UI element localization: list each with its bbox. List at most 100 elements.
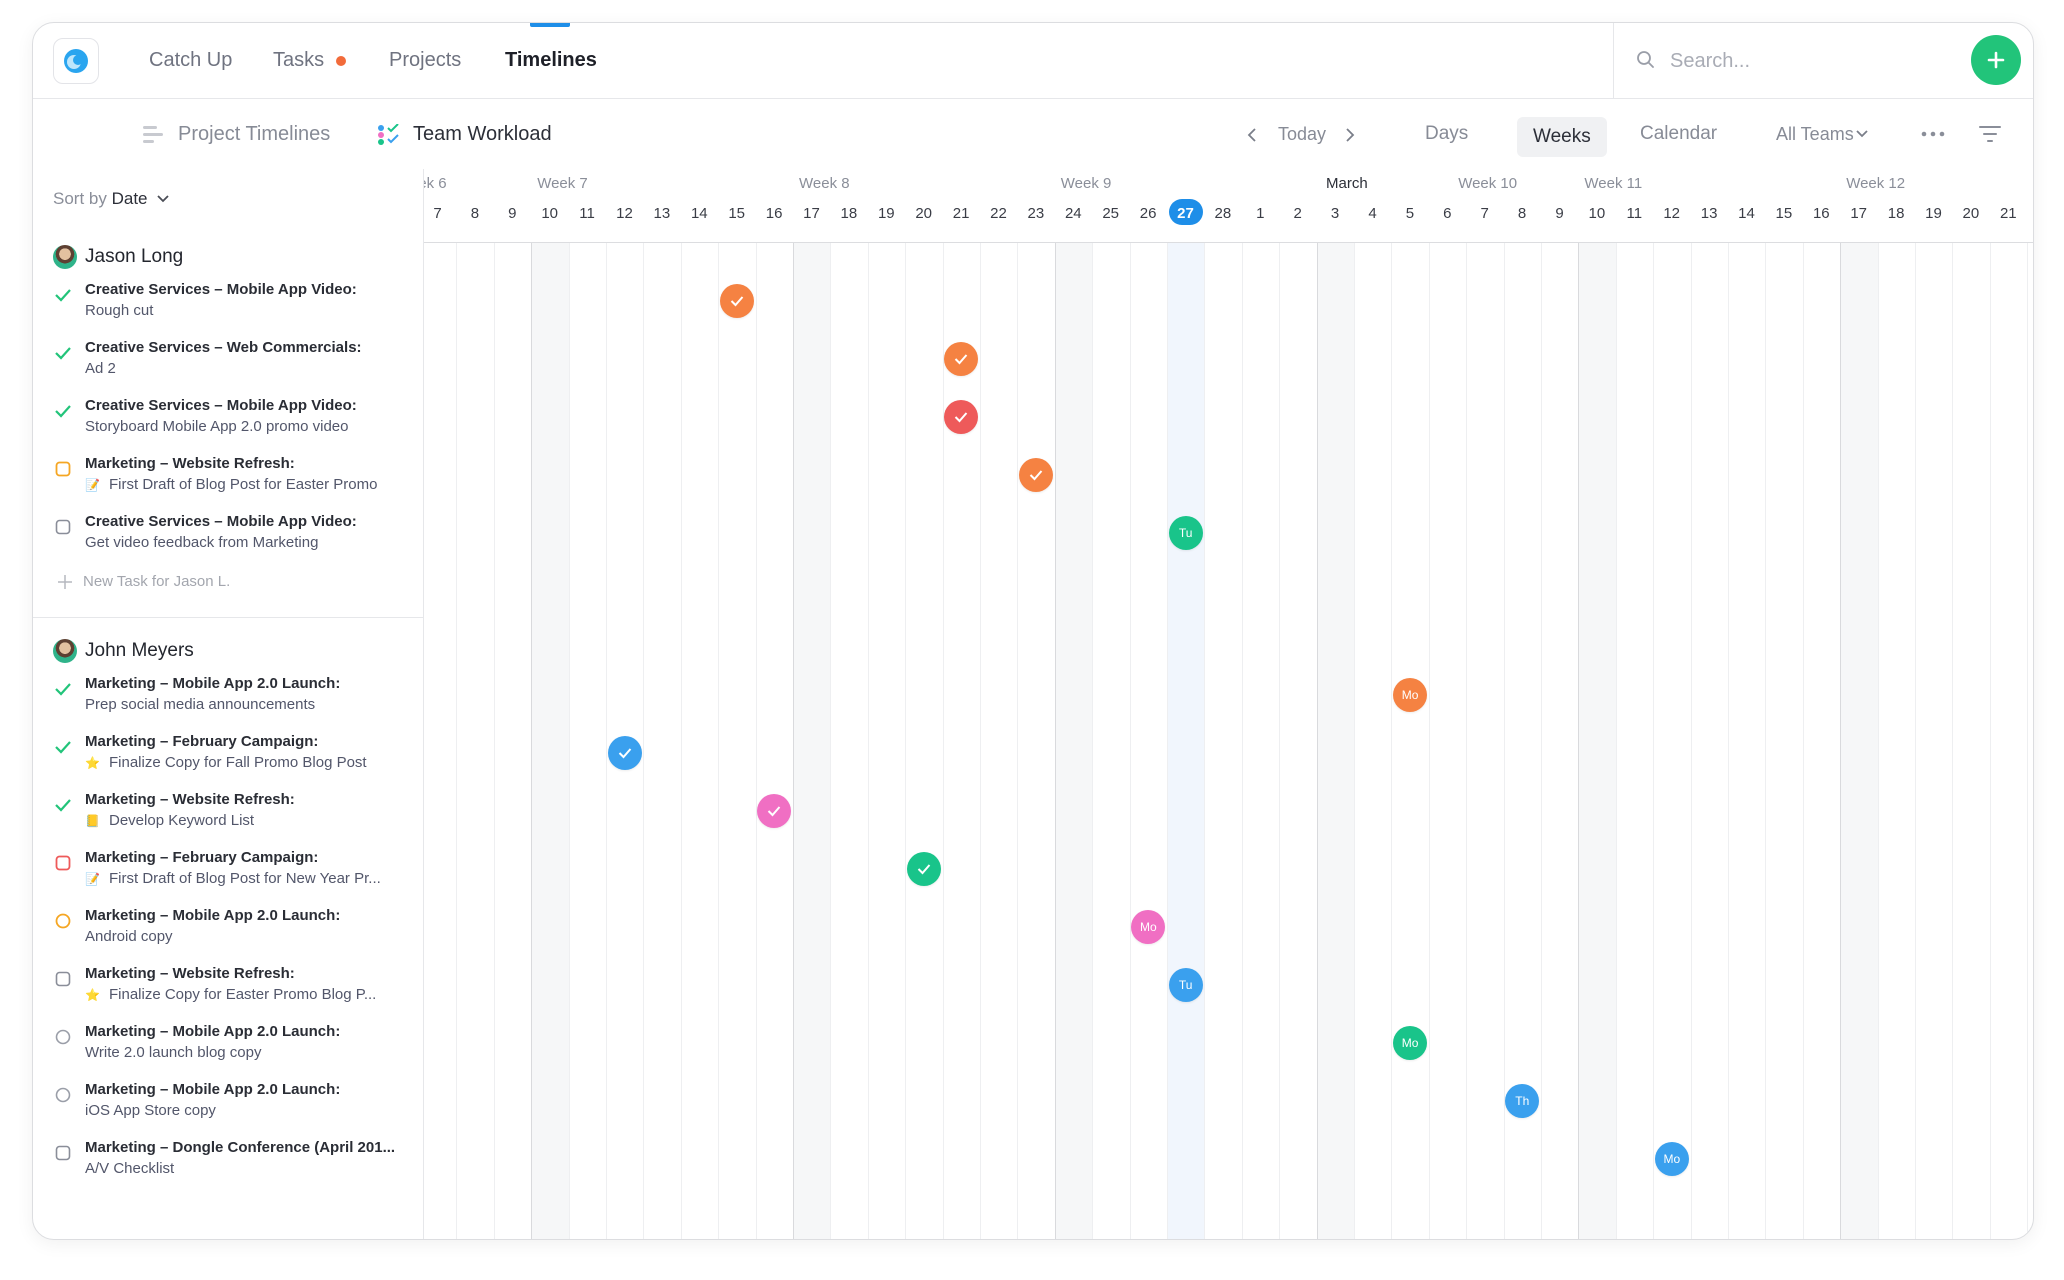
filter-icon[interactable]	[1979, 125, 2001, 143]
task-marker[interactable]	[1019, 458, 1054, 492]
day-label[interactable]: 22	[990, 205, 1007, 222]
task-marker[interactable]: Mo	[1131, 910, 1166, 944]
task-row[interactable]: Creative Services – Mobile App Video: Get…	[53, 513, 413, 557]
task-status[interactable]	[53, 517, 73, 537]
task-status[interactable]	[53, 1143, 73, 1163]
day-label[interactable]: 12	[616, 205, 633, 222]
day-label[interactable]: 10	[1588, 205, 1606, 222]
day-label[interactable]: 26	[1139, 205, 1157, 222]
day-label[interactable]: 8	[470, 205, 480, 222]
day-label[interactable]: 14	[690, 205, 708, 222]
checkbox-icon[interactable]	[54, 970, 72, 988]
day-label[interactable]: 18	[840, 205, 858, 222]
task-marker[interactable]: Th	[1505, 1084, 1540, 1118]
task-status[interactable]	[53, 911, 73, 931]
more-options-icon[interactable]	[1921, 130, 1945, 138]
chevron-right-icon[interactable]	[1342, 127, 1356, 143]
day-label[interactable]: 16	[765, 205, 783, 222]
task-status[interactable]	[53, 343, 73, 363]
tab-projects[interactable]: Projects	[389, 49, 462, 71]
chevron-left-icon[interactable]	[1246, 127, 1260, 143]
day-label[interactable]: 6	[1443, 205, 1452, 222]
circle-checkbox-icon[interactable]	[54, 1028, 72, 1046]
checkmark-icon[interactable]	[54, 286, 72, 304]
day-label[interactable]: 11	[1626, 205, 1643, 222]
task-row[interactable]: Marketing – Mobile App 2.0 Launch: Prep s…	[53, 675, 413, 719]
day-label[interactable]: 7	[1480, 205, 1489, 222]
day-label[interactable]: 23	[1027, 205, 1045, 222]
task-marker[interactable]	[719, 284, 754, 318]
day-label[interactable]: 19	[1925, 205, 1942, 222]
day-label[interactable]: 24	[1064, 205, 1082, 222]
day-label[interactable]: 13	[1700, 205, 1718, 222]
task-status[interactable]	[53, 737, 73, 757]
task-row[interactable]: Marketing – February Campaign: 📝 First Dra…	[53, 849, 413, 893]
task-row[interactable]: Marketing – Dongle Conference (April 201…	[53, 1139, 413, 1183]
day-label[interactable]: 13	[653, 205, 671, 222]
day-label[interactable]: 16	[1812, 205, 1830, 222]
team-filter-dropdown[interactable]: All Teams	[1776, 124, 1854, 144]
day-label[interactable]: 10	[541, 205, 559, 222]
task-marker[interactable]	[944, 342, 979, 376]
team-workload-link[interactable]: Team Workload	[413, 123, 552, 145]
task-status[interactable]	[53, 1085, 73, 1105]
task-marker[interactable]	[607, 736, 642, 770]
day-label[interactable]: 15	[1775, 205, 1793, 222]
day-label[interactable]: 27	[1177, 205, 1194, 222]
day-label[interactable]: 15	[728, 205, 746, 222]
day-label[interactable]: 3	[1330, 205, 1340, 222]
checkbox-icon[interactable]	[54, 460, 72, 478]
task-marker[interactable]	[906, 852, 941, 886]
task-marker[interactable]	[757, 794, 792, 828]
task-status[interactable]	[53, 795, 73, 815]
day-label[interactable]: 17	[1850, 205, 1868, 222]
task-status[interactable]	[53, 679, 73, 699]
day-label[interactable]: 8	[1517, 205, 1527, 222]
day-label[interactable]: 20	[915, 205, 933, 222]
task-marker[interactable]: Tu	[1168, 516, 1203, 550]
task-row[interactable]: Marketing – Website Refresh: ⭐ Finalize Co…	[53, 965, 413, 1009]
tab-tasks[interactable]: Tasks	[273, 49, 325, 71]
task-status[interactable]	[53, 853, 73, 873]
task-row[interactable]: Creative Services – Web Commercials: Ad 2	[53, 339, 413, 383]
day-label[interactable]: 7	[433, 205, 442, 222]
day-label[interactable]: 20	[1962, 205, 1980, 222]
view-calendar-button[interactable]: Calendar	[1640, 123, 1718, 144]
day-label[interactable]: 1	[1256, 205, 1265, 222]
task-status[interactable]	[53, 401, 73, 421]
task-row[interactable]: Marketing – February Campaign: ⭐ Finalize …	[53, 733, 413, 777]
tab-timelines[interactable]: Timelines	[505, 49, 597, 71]
task-row[interactable]: Creative Services – Mobile App Video: Rou…	[53, 281, 413, 325]
task-marker[interactable]	[944, 400, 979, 434]
day-label[interactable]: 18	[1887, 205, 1905, 222]
checkmark-icon[interactable]	[54, 738, 72, 756]
view-days-button[interactable]: Days	[1425, 123, 1469, 144]
checkmark-icon[interactable]	[54, 680, 72, 698]
day-label[interactable]: 21	[952, 205, 970, 222]
day-label[interactable]: 5	[1405, 205, 1415, 222]
checkmark-icon[interactable]	[54, 402, 72, 420]
task-row[interactable]: Marketing – Website Refresh: 📝 First Draft…	[53, 455, 413, 499]
day-label[interactable]: 19	[877, 205, 895, 222]
task-row[interactable]: Marketing – Mobile App 2.0 Launch: Androi…	[53, 907, 413, 951]
task-status[interactable]	[53, 285, 73, 305]
day-label[interactable]: 9	[508, 205, 517, 222]
checkbox-icon[interactable]	[54, 1144, 72, 1162]
day-label[interactable]: 12	[1663, 205, 1681, 222]
add-button[interactable]	[1971, 35, 2021, 85]
task-marker[interactable]: Mo	[1393, 1026, 1428, 1060]
task-row[interactable]: Marketing – Mobile App 2.0 Launch: Write …	[53, 1023, 413, 1067]
task-status[interactable]	[53, 459, 73, 479]
day-label[interactable]: 2	[1293, 205, 1302, 222]
app-logo[interactable]	[53, 38, 99, 84]
day-label[interactable]: 28	[1214, 205, 1232, 222]
task-row[interactable]: Marketing – Website Refresh: 📒 Develop Key…	[53, 791, 413, 835]
day-label[interactable]: 11	[579, 205, 595, 222]
day-label[interactable]: 14	[1738, 205, 1755, 222]
circle-checkbox-icon[interactable]	[54, 912, 72, 930]
today-button[interactable]: Today	[1278, 124, 1327, 144]
checkbox-icon[interactable]	[54, 518, 72, 536]
checkmark-icon[interactable]	[54, 796, 72, 814]
task-row[interactable]: Marketing – Mobile App 2.0 Launch: iOS Ap…	[53, 1081, 413, 1125]
day-label[interactable]: 25	[1102, 205, 1120, 222]
